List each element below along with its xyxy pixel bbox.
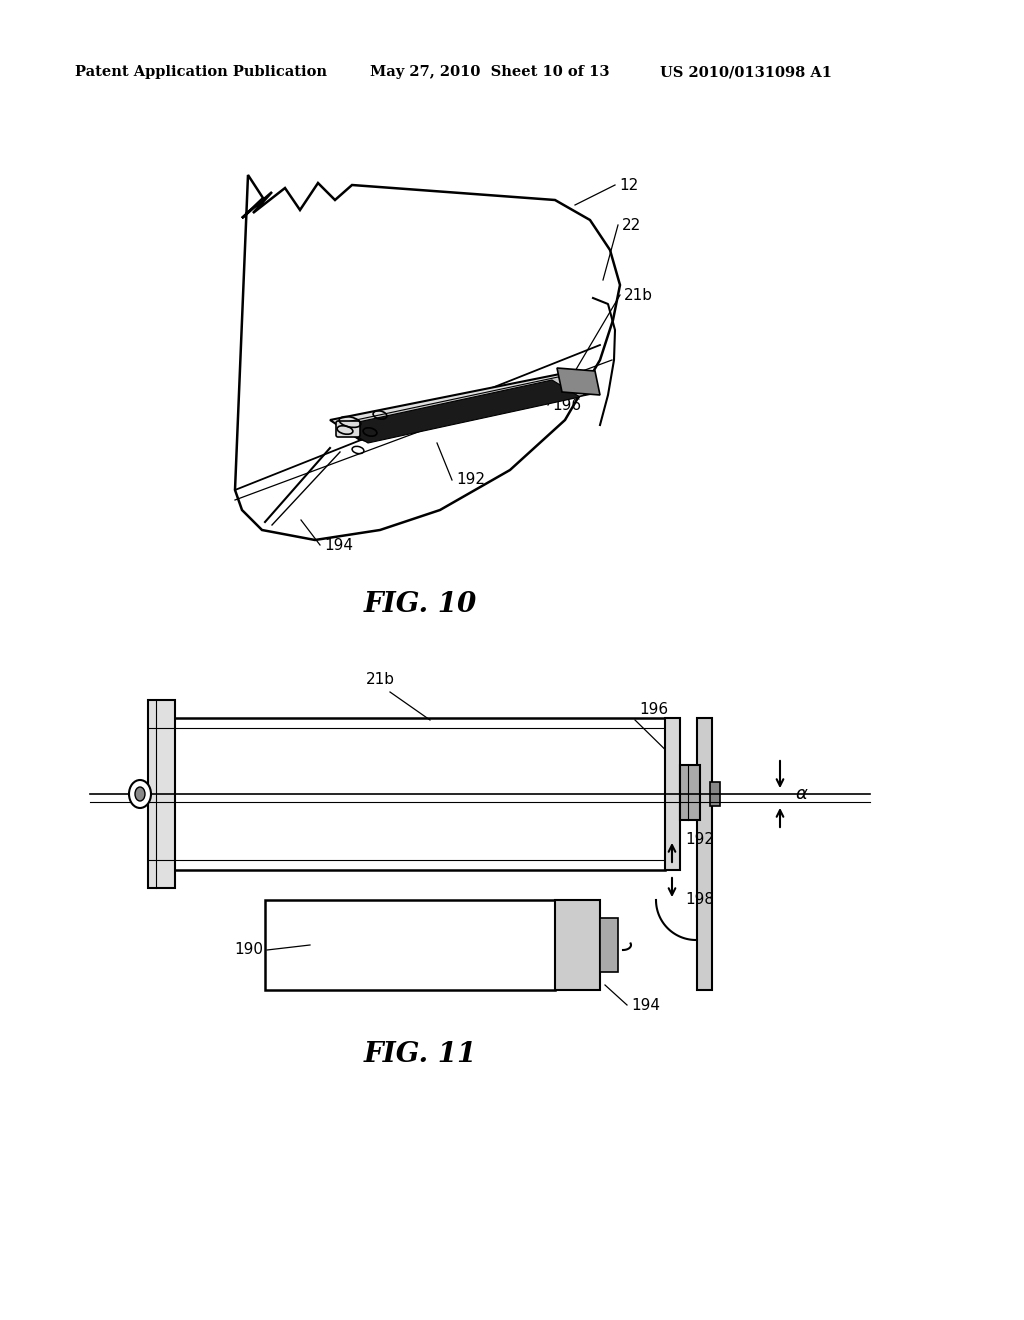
Polygon shape <box>340 380 580 444</box>
Bar <box>665 718 680 870</box>
Text: 192: 192 <box>685 833 714 847</box>
Text: FIG. 11: FIG. 11 <box>364 1041 476 1068</box>
Ellipse shape <box>135 787 145 801</box>
Bar <box>600 917 618 972</box>
Text: Patent Application Publication: Patent Application Publication <box>75 65 327 79</box>
Bar <box>555 900 600 990</box>
FancyBboxPatch shape <box>336 421 360 437</box>
Text: 194: 194 <box>631 998 660 1012</box>
Text: 196: 196 <box>639 702 668 718</box>
Bar <box>148 718 665 870</box>
Text: 190: 190 <box>234 942 263 957</box>
Bar <box>148 700 175 888</box>
Polygon shape <box>234 176 620 540</box>
Polygon shape <box>557 368 600 395</box>
Text: 21b: 21b <box>624 288 653 302</box>
Bar <box>680 766 700 820</box>
Text: May 27, 2010  Sheet 10 of 13: May 27, 2010 Sheet 10 of 13 <box>370 65 609 79</box>
Bar <box>265 900 555 990</box>
Text: US 2010/0131098 A1: US 2010/0131098 A1 <box>660 65 831 79</box>
Text: 12: 12 <box>618 177 638 193</box>
Text: 192: 192 <box>456 473 485 487</box>
Text: 198: 198 <box>685 892 714 908</box>
Polygon shape <box>337 378 585 441</box>
Text: $\alpha$: $\alpha$ <box>795 785 809 803</box>
Text: 21b: 21b <box>366 672 394 688</box>
Text: 194: 194 <box>324 537 353 553</box>
Text: 22: 22 <box>622 218 641 232</box>
Bar <box>710 781 720 807</box>
Ellipse shape <box>129 780 151 808</box>
Text: FIG. 10: FIG. 10 <box>364 591 476 619</box>
Polygon shape <box>330 374 595 440</box>
Bar <box>697 718 712 990</box>
Text: 196: 196 <box>552 397 582 412</box>
